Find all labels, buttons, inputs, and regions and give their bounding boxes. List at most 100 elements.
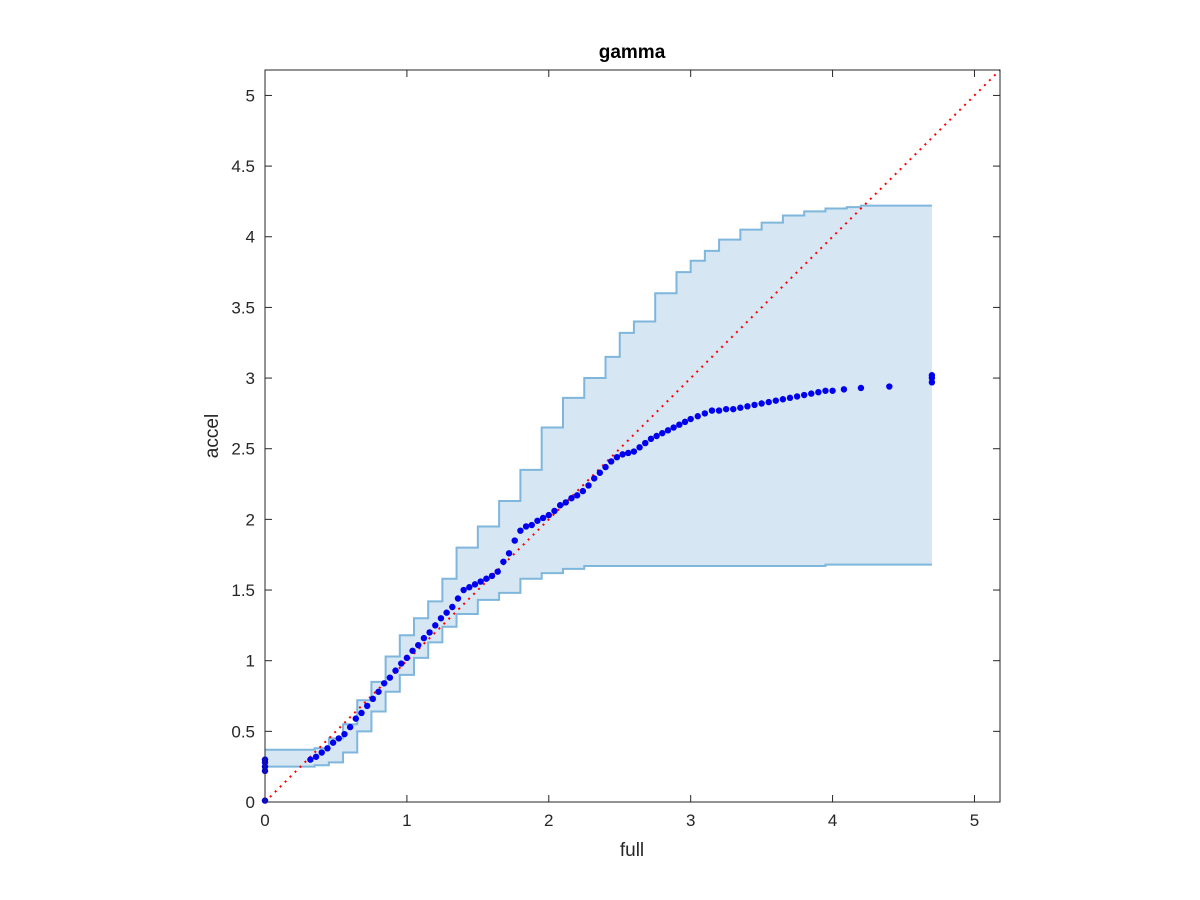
- confidence-band: [265, 204, 932, 768]
- data-point: [815, 388, 822, 396]
- y-tick-label: 5: [246, 86, 255, 105]
- data-point: [708, 407, 716, 414]
- data-point: [786, 394, 794, 402]
- data-point: [722, 405, 730, 413]
- data-point: [551, 507, 558, 515]
- data-point: [800, 391, 808, 399]
- data-point: [358, 709, 365, 717]
- data-point: [369, 695, 377, 703]
- data-point: [857, 384, 865, 392]
- x-tick-label: 2: [544, 811, 553, 830]
- data-point: [363, 702, 371, 710]
- data-point: [568, 494, 575, 502]
- data-point: [409, 647, 416, 654]
- y-tick-label: 2: [246, 510, 255, 529]
- data-point: [346, 723, 354, 731]
- data-point: [779, 396, 787, 403]
- data-point: [488, 572, 496, 580]
- data-point: [829, 387, 836, 394]
- data-point: [375, 688, 382, 695]
- data-point: [751, 401, 758, 409]
- y-axis-label: accel: [202, 414, 223, 458]
- data-point: [556, 502, 564, 509]
- y-tick-label: 4: [246, 228, 255, 247]
- band-area: [265, 205, 932, 767]
- data-point: [701, 410, 709, 417]
- data-point: [642, 439, 649, 447]
- data-point: [432, 622, 439, 629]
- y-tick-label: 2.5: [231, 440, 255, 459]
- data-point: [758, 400, 765, 407]
- data-point: [454, 595, 462, 602]
- data-point: [403, 654, 411, 662]
- x-tick-label: 1: [402, 811, 411, 830]
- data-point: [471, 581, 479, 588]
- x-tick-label: 3: [686, 811, 695, 830]
- data-point: [398, 660, 405, 667]
- x-ticks: 0 1 2 3 4 5: [260, 70, 979, 830]
- data-point: [886, 383, 893, 390]
- data-point: [625, 449, 632, 457]
- data-points: [261, 372, 936, 804]
- y-tick-label: 1.5: [231, 581, 255, 600]
- data-point: [494, 568, 501, 575]
- data-point: [730, 405, 737, 413]
- data-point: [460, 586, 467, 594]
- band-lower-edge: [265, 563, 932, 768]
- axes-box: [264, 69, 1001, 803]
- y-tick-label: 4.5: [231, 157, 255, 176]
- data-point: [392, 667, 399, 674]
- data-point: [505, 550, 513, 557]
- data-point: [318, 749, 325, 756]
- data-point: [386, 674, 394, 681]
- y-tick-label: 0: [246, 793, 255, 812]
- data-point: [415, 641, 422, 649]
- data-point: [608, 458, 615, 465]
- y-tick-label: 1: [246, 652, 255, 671]
- data-point: [596, 469, 604, 476]
- data-point: [449, 603, 456, 611]
- data-point: [694, 413, 701, 420]
- data-point: [335, 735, 342, 742]
- y-ticks: 0 0.5 1 1.5 2 2.5 3 3.5 4 4.5 5: [231, 86, 1000, 812]
- data-point: [681, 418, 689, 426]
- data-point: [636, 444, 643, 451]
- data-point: [579, 487, 587, 495]
- reference-line: [264, 69, 1001, 803]
- data-point: [511, 537, 518, 544]
- data-point: [312, 753, 320, 760]
- x-tick-label: 5: [970, 811, 979, 830]
- data-point: [715, 407, 723, 414]
- data-point: [613, 453, 621, 461]
- data-point: [545, 511, 552, 519]
- data-point: [573, 492, 581, 499]
- data-point: [443, 609, 450, 616]
- data-point: [500, 558, 507, 565]
- data-point: [341, 730, 348, 738]
- data-point: [630, 448, 638, 455]
- data-point: [329, 739, 337, 746]
- band-upper-edge: [265, 204, 932, 751]
- x-tick-label: 4: [828, 811, 837, 830]
- y-tick-label: 0.5: [231, 722, 255, 741]
- data-point: [793, 393, 801, 400]
- data-point: [737, 404, 744, 411]
- data-point: [744, 403, 751, 410]
- data-point: [676, 421, 683, 428]
- data-point: [352, 715, 360, 722]
- data-point: [647, 435, 655, 443]
- x-axis-label: full: [620, 840, 644, 861]
- data-point: [585, 482, 592, 489]
- x-tick-label: 0: [260, 811, 269, 830]
- data-point: [466, 584, 473, 591]
- data-point: [539, 514, 547, 522]
- data-point: [808, 390, 815, 397]
- y-tick-label: 3.5: [231, 298, 255, 317]
- data-point: [307, 756, 314, 763]
- data-point: [517, 527, 524, 534]
- data-point: [772, 397, 780, 404]
- data-point: [528, 521, 535, 529]
- data-point: [420, 634, 428, 642]
- data-point: [840, 386, 848, 393]
